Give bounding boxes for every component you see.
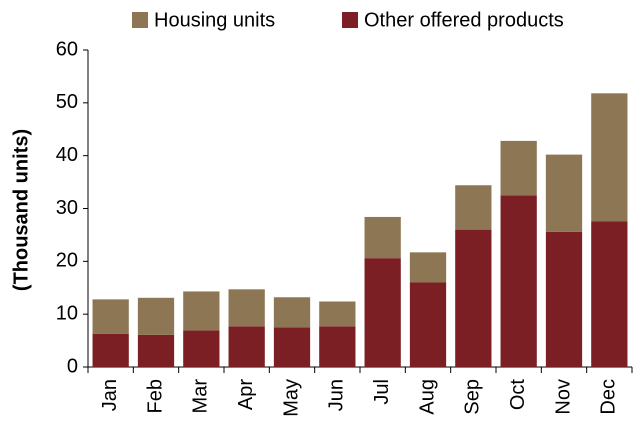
bar-segment [228, 289, 265, 327]
bar-segment [591, 93, 628, 222]
x-tick-label: Mar [190, 379, 212, 414]
bar-segment [455, 229, 492, 367]
bar-segment [364, 216, 401, 259]
legend-swatch [132, 12, 148, 28]
bar-segment [319, 326, 356, 367]
bar-segment [591, 221, 628, 367]
bar-segment [183, 291, 220, 331]
y-tick-label: 20 [56, 250, 78, 272]
y-tick-label: 0 [67, 355, 78, 377]
bar-segment [92, 299, 129, 334]
bar-segment [183, 330, 220, 367]
bar-segment [228, 326, 265, 367]
bar-segment [409, 282, 447, 367]
bar-segment [92, 333, 129, 367]
bar-segment [409, 252, 447, 283]
x-tick-label: Jan [99, 379, 121, 411]
legend-swatch [342, 12, 358, 28]
x-tick-label: Jun [326, 379, 348, 411]
bar-segment [500, 140, 537, 196]
bar-segment [137, 297, 175, 335]
bar-segment [273, 327, 311, 367]
bar-segment [500, 195, 537, 367]
bar-segment [364, 258, 401, 367]
bar-segment [545, 154, 583, 232]
y-axis-label: (Thousand units) [10, 129, 32, 291]
y-tick-label: 40 [56, 144, 78, 166]
x-tick-label: Oct [507, 379, 529, 411]
bar-segment [319, 301, 356, 327]
bar-segment [137, 334, 175, 367]
bar-segment [545, 231, 583, 367]
x-tick-label: May [280, 379, 302, 417]
x-tick-label: Jul [371, 379, 393, 405]
x-tick-label: Feb [144, 379, 166, 413]
legend-label: Other offered products [364, 9, 564, 31]
y-tick-label: 60 [56, 38, 78, 60]
x-tick-label: Sep [462, 379, 484, 415]
y-tick-label: 30 [56, 197, 78, 219]
x-tick-label: Aug [416, 379, 438, 415]
y-tick-label: 50 [56, 91, 78, 113]
bar-segment [273, 297, 311, 328]
y-tick-label: 10 [56, 302, 78, 324]
bar-segment [455, 185, 492, 230]
x-tick-label: Nov [552, 379, 574, 415]
x-tick-label: Apr [235, 379, 257, 410]
x-tick-label: Dec [598, 379, 620, 415]
legend-label: Housing units [154, 9, 275, 31]
